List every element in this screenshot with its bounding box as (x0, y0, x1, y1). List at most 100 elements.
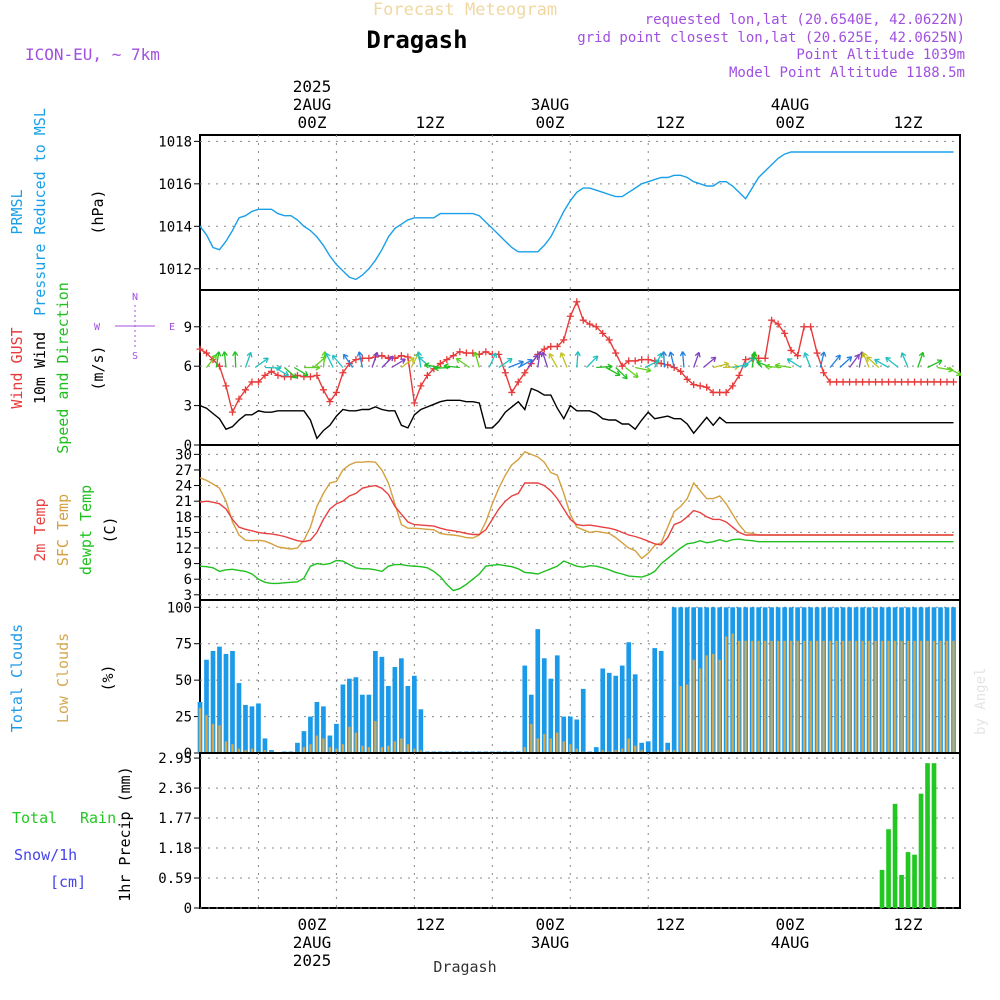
wind-arrowhead (645, 366, 652, 374)
total-cloud-bar (645, 741, 651, 753)
wind-gust-series-marker (566, 312, 574, 320)
wind-gust-series-marker (852, 378, 860, 386)
wind-gust-series-marker (547, 342, 555, 350)
y-tick-label: 12 (175, 541, 192, 557)
y-tick-label: 3 (184, 399, 192, 415)
rain-bar (879, 869, 885, 908)
y-axis-label: (C) (101, 516, 119, 543)
wind-gust-series-marker (423, 371, 431, 379)
y-axis-label: 1hr Precip (mm) (116, 766, 134, 901)
wind-gust-series-marker (644, 356, 652, 364)
wind-arrow (400, 357, 415, 369)
low-cloud-bar (211, 723, 215, 753)
wind-gust-series-marker (937, 378, 945, 386)
wind-arrow (849, 354, 860, 368)
wind-arrow (381, 355, 394, 368)
total-cloud-bar (236, 683, 242, 753)
wind-gust-series-marker (911, 378, 919, 386)
total-cloud-bar (386, 685, 391, 753)
total-cloud-bar (334, 723, 339, 753)
panel-precip: 0 0.59 1.18 1.77 2.36 2.95 1hr Precip (mm) Tota… (12, 751, 961, 917)
y-axis-label: (m/s) (89, 345, 107, 390)
wind-gust-series-marker (605, 336, 613, 344)
temp2m-series (199, 482, 954, 546)
low-cloud-bar (315, 735, 319, 753)
wind-arrowhead (263, 357, 269, 364)
total-cloud-bar (580, 688, 586, 753)
total-cloud-bar (574, 719, 580, 753)
wind-gust-series-marker (521, 369, 529, 377)
y-tick-label: 6 (184, 359, 192, 375)
wind-gust-series-marker (579, 316, 587, 324)
low-cloud-bar (536, 738, 539, 753)
y-tick-label: 1012 (158, 262, 192, 278)
wind-arrow (325, 352, 334, 368)
low-cloud-bar (770, 640, 773, 753)
total-cloud-bar (522, 665, 528, 753)
wind-arrowhead (246, 351, 253, 358)
wind-arrow (829, 354, 841, 368)
total-cloud-bar (262, 738, 268, 753)
wind-arrowhead (559, 352, 566, 358)
rain-bar (925, 763, 930, 908)
wind-gust-series-marker (287, 373, 295, 381)
wind-arrow (537, 351, 541, 368)
wind-arrow (819, 351, 825, 368)
wind-gust-series-marker (241, 386, 249, 394)
low-cloud-bar (848, 640, 851, 753)
wind-arrowhead (633, 372, 639, 378)
wind-arrowhead (660, 351, 667, 357)
wind-arrowhead (356, 351, 363, 357)
wind-gust-series-marker (202, 349, 210, 357)
low-cloud-bar (348, 726, 351, 753)
page-title: Dragash (366, 26, 467, 54)
wind-arrowhead (622, 373, 628, 380)
wind-gust-series-marker (631, 357, 639, 365)
wind-gust-series-marker (657, 360, 665, 368)
wind-gust-series-marker (248, 378, 256, 386)
wind-arrowhead (723, 361, 730, 368)
bottom-time-tick: 12Z (894, 915, 923, 934)
wind-arrowhead (409, 357, 415, 363)
wind-arrow (874, 358, 889, 369)
low-cloud-bar (627, 738, 630, 753)
wind-arrowhead (820, 351, 827, 357)
wind-arrow (803, 352, 812, 368)
total-cloud-bar (548, 678, 554, 753)
wind-gust-series-marker (449, 352, 457, 360)
cloud-bars (197, 607, 956, 754)
wind-gust-series-marker (365, 354, 373, 362)
wind-gust-series-marker (339, 369, 347, 377)
low-cloud-bar (880, 640, 884, 753)
wind-gust-series-marker (917, 378, 925, 386)
low-cloud-bar (556, 732, 559, 753)
wind-arrowhead (417, 356, 424, 362)
wind-arrowhead (885, 356, 891, 363)
low-cloud-bar (549, 738, 552, 753)
wind-arrow (455, 357, 470, 369)
low-cloud-bar (887, 640, 890, 753)
low-cloud-bar (322, 738, 325, 753)
wind-arrowhead (846, 356, 853, 362)
total-cloud-bar (626, 642, 632, 753)
total-cloud-bar (379, 656, 385, 753)
wind-arrow (474, 351, 480, 368)
low-cloud-bar (789, 640, 793, 753)
low-cloud-bar (543, 734, 546, 753)
precip-legend-snow: Snow/1h (14, 846, 77, 864)
wind-arrow (410, 353, 420, 368)
wind-arrow (615, 367, 628, 380)
wind-gust-series-marker (787, 346, 795, 354)
total-cloud-bar (600, 668, 606, 753)
wind-arrowhead (221, 351, 228, 357)
wind-gust-series-marker (677, 367, 685, 375)
y-tick-label: 50 (175, 673, 192, 689)
wind-speed-series-line (199, 387, 954, 440)
wind-arrowhead (866, 356, 872, 362)
low-cloud-bar (893, 640, 897, 753)
total-cloud-bar (412, 675, 417, 753)
wind-arrowhead (232, 351, 239, 357)
bottom-time-tick: 00Z (776, 915, 805, 934)
y-tick-label: 30 (175, 447, 192, 463)
wind-arrowhead (433, 364, 439, 372)
